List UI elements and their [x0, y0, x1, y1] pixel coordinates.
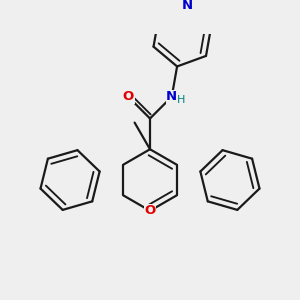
Text: O: O [123, 90, 134, 103]
Text: N: N [182, 0, 193, 12]
Text: H: H [177, 95, 185, 105]
Text: N: N [166, 90, 177, 103]
Text: O: O [144, 204, 156, 217]
